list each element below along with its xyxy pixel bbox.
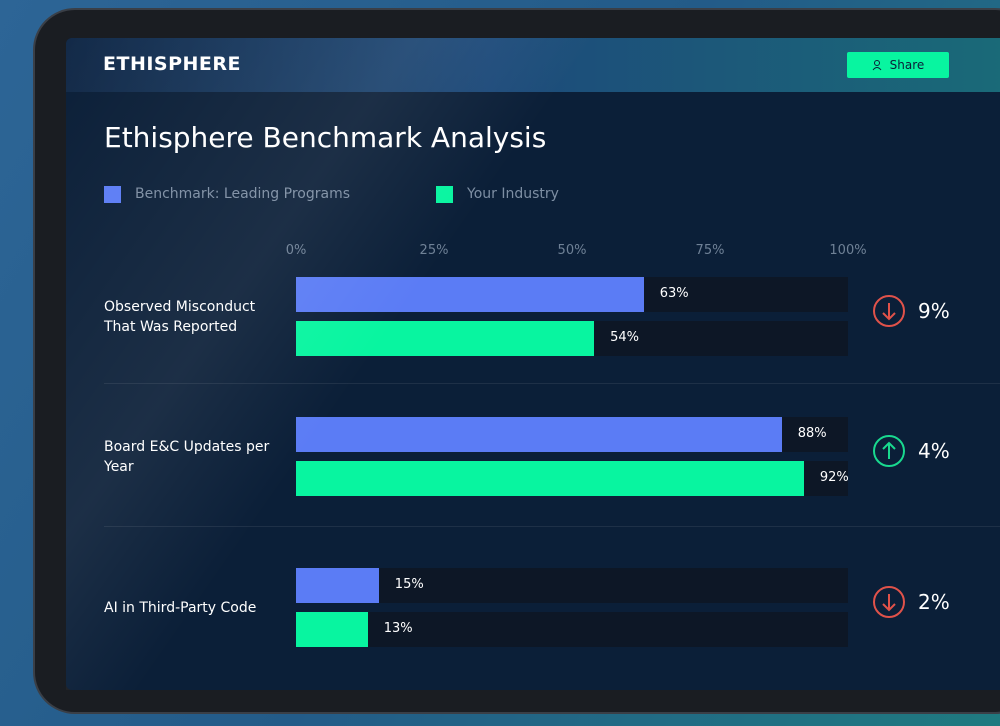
x-tick-label: 75% — [695, 243, 725, 258]
bar — [296, 321, 595, 356]
top-bar — [66, 38, 1000, 92]
x-tick-label: 100% — [829, 243, 867, 258]
value-label: 13% — [383, 621, 413, 636]
x-tick-label: 0% — [285, 243, 307, 258]
difference-value: 9% — [918, 299, 950, 323]
category-label: Observed Misconduct That Was Reported — [104, 299, 256, 335]
share-icon — [872, 60, 882, 71]
difference-icon — [873, 295, 905, 327]
category-label: Board E&C Updates per Year — [104, 439, 270, 475]
bar-track — [296, 568, 848, 603]
value-label: 54% — [610, 330, 639, 345]
bar — [296, 417, 782, 452]
x-tick-label: 25% — [419, 243, 449, 258]
difference-icon — [873, 435, 905, 467]
bar — [296, 568, 379, 603]
share-label: Share — [889, 58, 925, 72]
value-label: 63% — [659, 286, 689, 301]
category-label: AI in Third-Party Code — [104, 600, 257, 616]
value-label: 15% — [394, 577, 424, 592]
separator — [104, 383, 1000, 384]
difference-value: 2% — [918, 590, 950, 614]
difference-value: 4% — [918, 439, 950, 463]
legend-swatch — [104, 186, 121, 203]
chart-title: Ethisphere Benchmark Analysis — [104, 121, 547, 154]
legend-label: Your Industry — [467, 186, 559, 202]
difference-icon — [873, 586, 905, 618]
value-label: 92% — [819, 470, 849, 485]
share-button[interactable]: Share — [847, 52, 949, 78]
bar — [296, 461, 804, 496]
value-label: 88% — [797, 426, 827, 441]
bar — [296, 277, 644, 312]
bar — [296, 612, 368, 647]
brand: ETHISPHERE — [103, 53, 242, 75]
separator — [104, 526, 1000, 527]
x-tick-label: 50% — [557, 243, 587, 258]
legend-label: Benchmark: Leading Programs — [135, 186, 351, 202]
bar-track — [296, 612, 848, 647]
legend-swatch — [436, 186, 453, 203]
